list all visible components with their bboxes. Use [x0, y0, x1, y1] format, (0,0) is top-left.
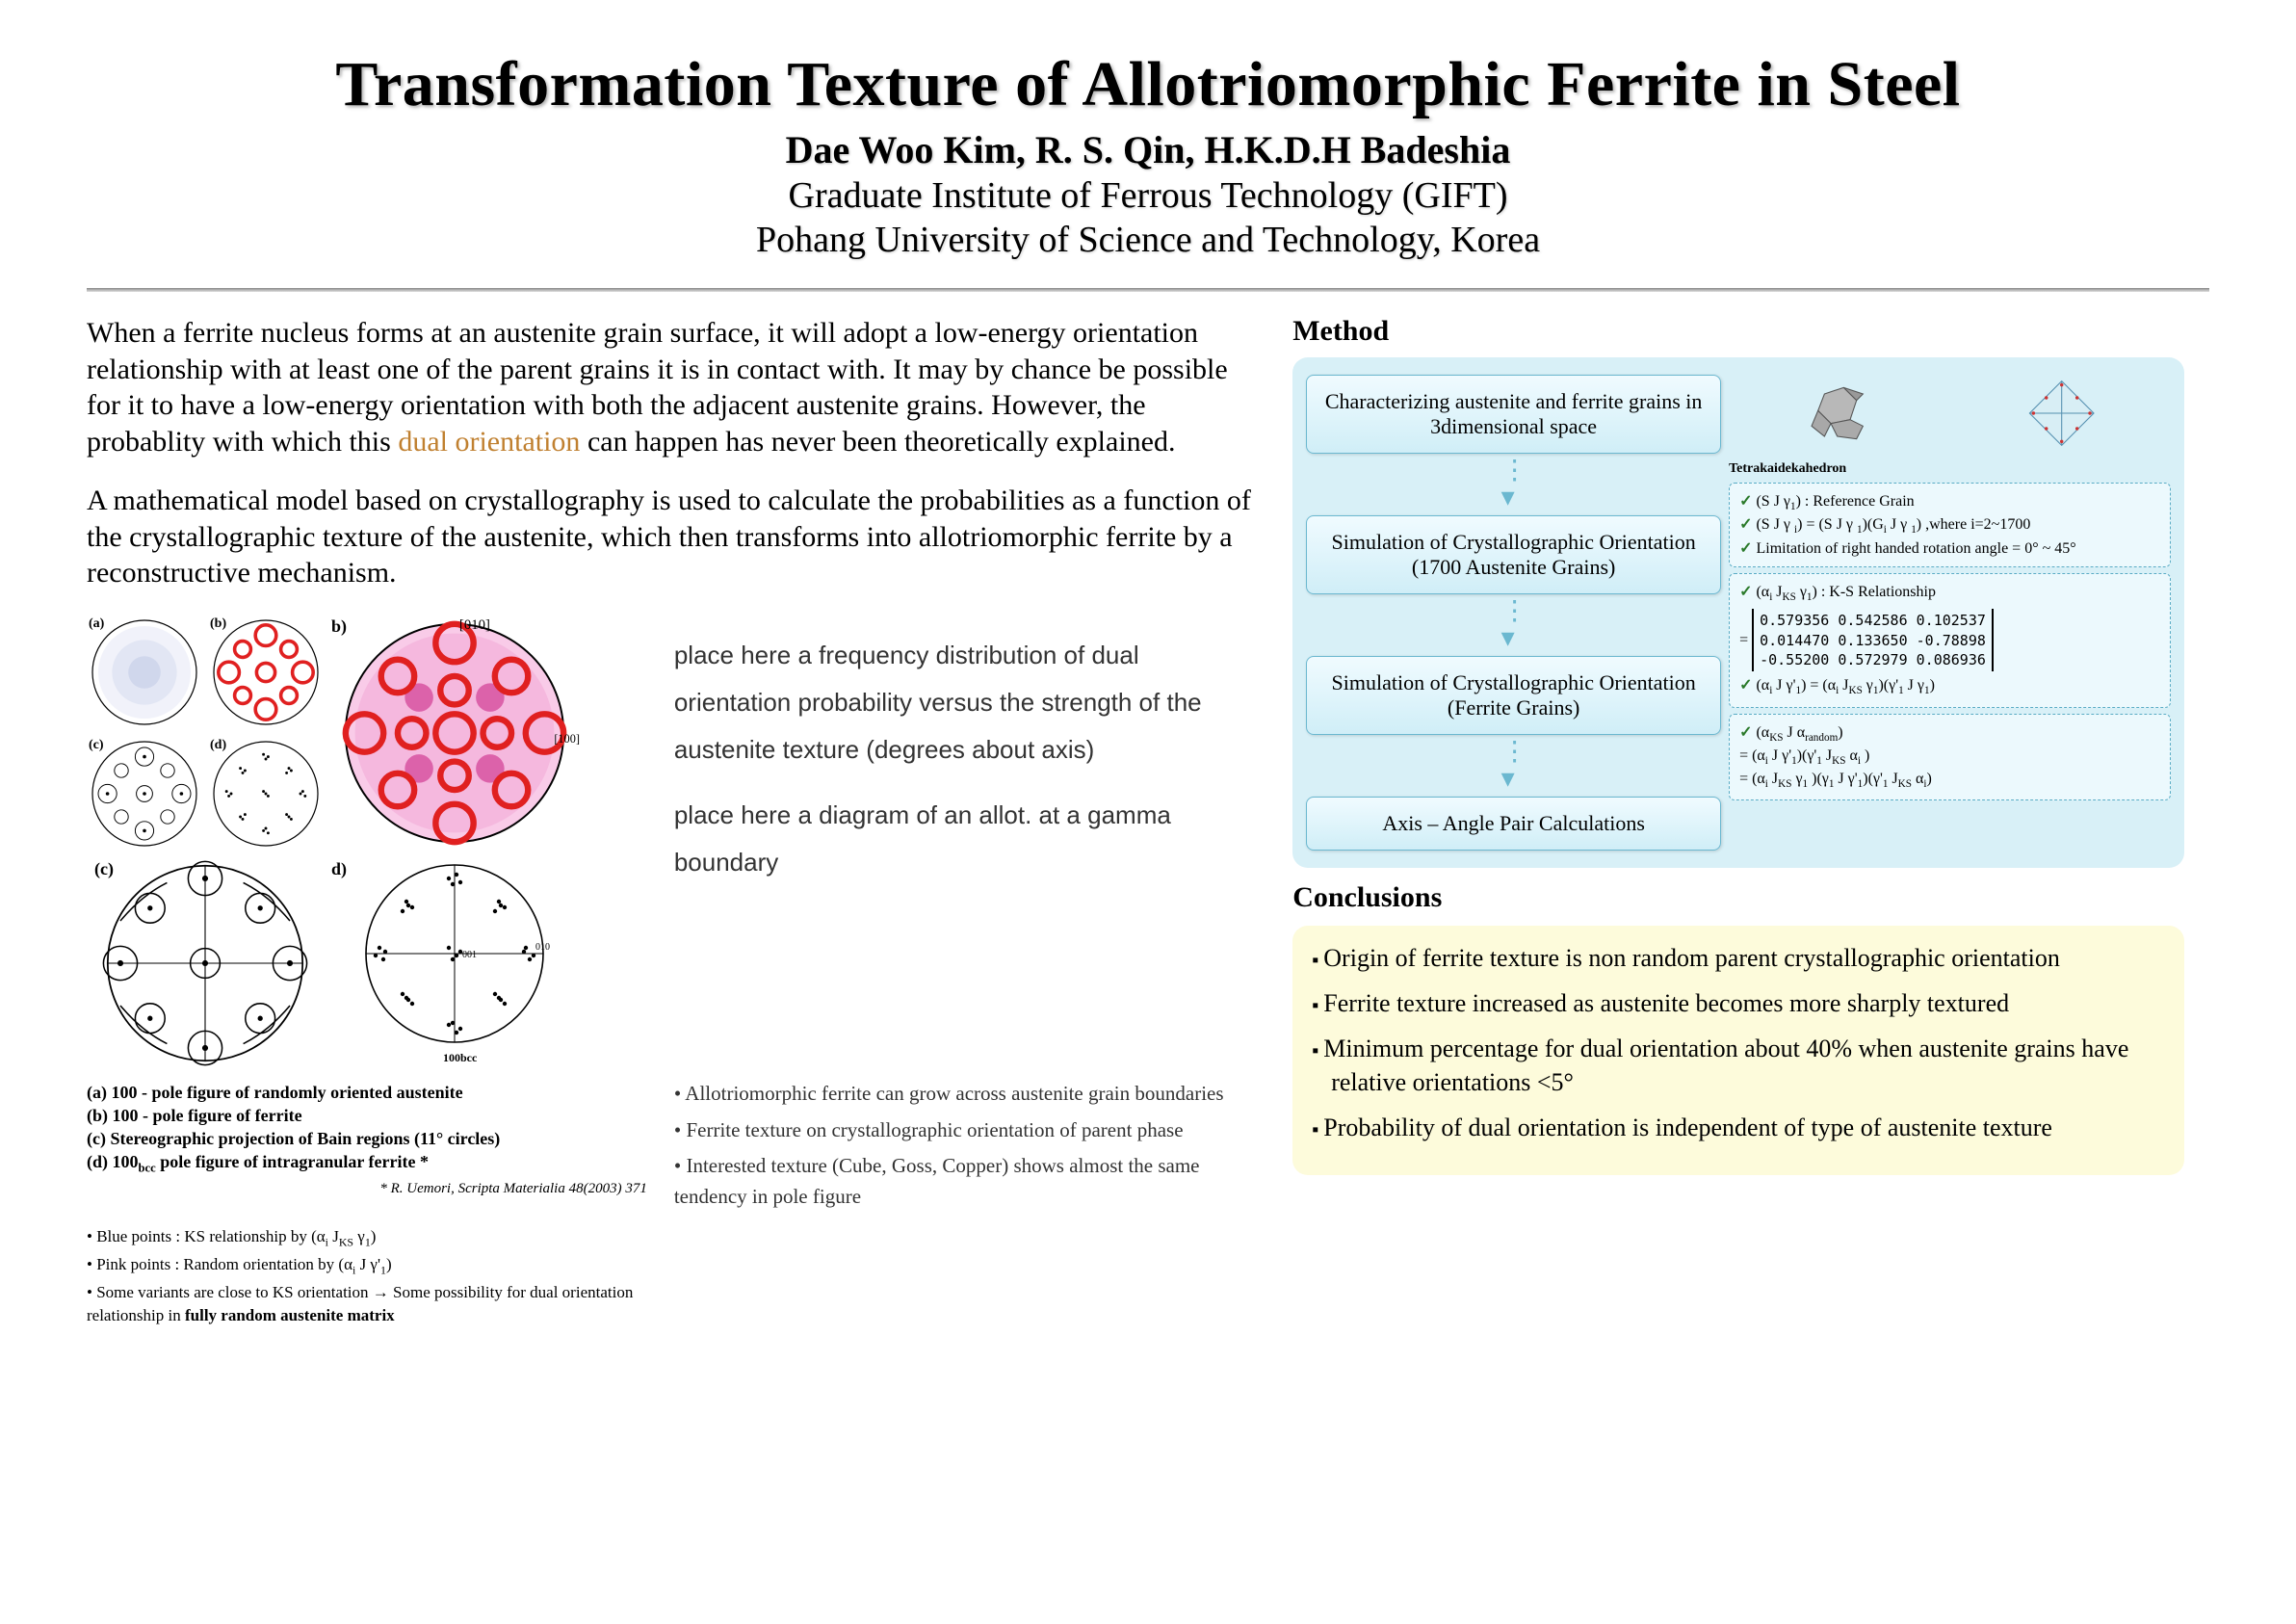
intro-paragraph-2: A mathematical model based on crystallog…: [87, 483, 1254, 591]
axis-label-100fcc: [100]: [554, 731, 580, 745]
affiliation-1: Graduate Institute of Ferrous Technology…: [87, 174, 2209, 217]
flow-arrow-icon: ⋮▾: [1501, 739, 1526, 793]
method-box-4: Axis – Angle Pair Calculations: [1306, 797, 1721, 851]
mid-bullet-2: Ferrite texture on crystallographic orie…: [674, 1115, 1254, 1146]
ks-matrix: 0.579356 0.542586 0.102537 0.014470 0.13…: [1752, 609, 1994, 671]
pole-label-a: (a): [89, 616, 104, 632]
pole-svg-a: [87, 615, 202, 730]
pole-label-big-d: d): [331, 859, 347, 879]
content-row: When a ferrite nucleus forms at an auste…: [87, 315, 2209, 1330]
conclusion-3: Minimum percentage for dual orientation …: [1312, 1032, 2165, 1099]
side2-line1: (αi JKS γ1) : K-S Relationship: [1739, 582, 2160, 605]
method-side-box-1: (S J γ1) : Reference Grain (S J γ i) = (…: [1729, 483, 2171, 567]
conclusions-list: Origin of ferrite texture is non random …: [1312, 941, 2165, 1144]
right-column: Method Characterizing austenite and ferr…: [1292, 315, 2184, 1330]
side1-line1: (S J γ1) : Reference Grain: [1739, 491, 2160, 514]
pole-figure-c: (c): [87, 736, 202, 851]
mid-bullet-1: Allotriomorphic ferrite can grow across …: [674, 1079, 1254, 1110]
caption-d: (d) 100bcc pole figure of intragranular …: [87, 1150, 647, 1177]
affiliation-2: Pohang University of Science and Technol…: [87, 219, 2209, 261]
flow-arrow-icon: ⋮▾: [1501, 598, 1526, 652]
small-bullets: Blue points : KS relationship by (αi JKS…: [87, 1225, 647, 1327]
method-box-3: Simulation of Crystallographic Orientati…: [1306, 656, 1721, 735]
pole-svg-big-c: [87, 857, 324, 1069]
pole-figure-big-c: (c): [87, 857, 324, 1069]
caption-a: (a) 100 - pole figure of randomly orient…: [87, 1081, 647, 1104]
method-panel: Characterizing austenite and ferrite gra…: [1292, 357, 2184, 868]
octahedron-icon: [1953, 375, 2170, 452]
mid-bullet-3: Interested texture (Cube, Goss, Copper) …: [674, 1151, 1254, 1212]
conclusion-4: Probability of dual orientation is indep…: [1312, 1111, 2165, 1144]
axis-label-010: [010]: [459, 616, 490, 632]
caption-b: (b) 100 - pole figure of ferrite: [87, 1104, 647, 1127]
pole-figure-a: (a): [87, 615, 202, 730]
tetrakaidekahedron-icon: [1729, 375, 1945, 452]
placeholder-text-2: place here a diagram of an allot. at a g…: [674, 792, 1254, 887]
poster-title: Transformation Texture of Allotriomorphi…: [87, 48, 2209, 121]
conclusion-1: Origin of ferrite texture is non random …: [1312, 941, 2165, 975]
small-bullet-1: Blue points : KS relationship by (αi JKS…: [87, 1225, 647, 1250]
svg-text:100bcc: 100bcc: [443, 1051, 478, 1064]
dual-orientation-highlight: dual orientation: [398, 426, 580, 458]
side1-line3: Limitation of right handed rotation angl…: [1739, 538, 2160, 560]
placeholder-text-1: place here a frequency distribution of d…: [674, 632, 1254, 774]
pole-figure-big-d: d): [329, 857, 580, 1069]
figure-placeholders: place here a frequency distribution of d…: [674, 615, 1254, 1330]
small-bullet-2: Pink points : Random orientation by (αi …: [87, 1253, 647, 1278]
pole-svg-big-d: 001 010 100bcc: [329, 857, 580, 1069]
pole-label-d: (d): [210, 738, 226, 753]
side3-line1: (αKS J αrandom): [1739, 722, 2160, 746]
pole-figure-d: (d): [208, 736, 324, 851]
poster-header: Transformation Texture of Allotriomorphi…: [87, 48, 2209, 261]
pole-figures-panel: (a) (b): [87, 615, 647, 1330]
pole-figure-b: (b): [208, 615, 324, 730]
pole-svg-b: [208, 615, 324, 730]
side3-line3: = (αi JKS γ1 )(γ1 J γ'1)(γ'1 JKS αi): [1739, 769, 2160, 792]
method-side-box-3: (αKS J αrandom) = (αi J γ'1)(γ'1 JKS αi …: [1729, 714, 2171, 801]
method-side-box-2: (αi JKS γ1) : K-S Relationship = 0.57935…: [1729, 573, 2171, 707]
tetra-label: Tetrakaidekahedron: [1729, 461, 2171, 477]
small-bullet-3: Some variants are close to KS orientatio…: [87, 1281, 647, 1327]
tetra-diagram-row: [1729, 375, 2171, 452]
pole-svg-c: [87, 736, 202, 851]
pole-svg-big-b: [010] [100]: [329, 615, 580, 851]
figure-caption: (a) 100 - pole figure of randomly orient…: [87, 1081, 647, 1199]
conclusion-2: Ferrite texture increased as austenite b…: [1312, 986, 2165, 1020]
method-box-1: Characterizing austenite and ferrite gra…: [1306, 375, 1721, 454]
intro-text-1c: can happen has never been theoretically …: [580, 426, 1175, 458]
intro-paragraph-1: When a ferrite nucleus forms at an auste…: [87, 315, 1254, 459]
method-heading: Method: [1292, 315, 2184, 348]
caption-ref: * R. Uemori, Scripta Materialia 48(2003)…: [87, 1179, 647, 1198]
pole-figure-big-b: b): [329, 615, 580, 851]
pole-label-b: (b): [210, 616, 226, 632]
side1-line2: (S J γ i) = (S J γ 1)(Gi J γ 1) ,where i…: [1739, 514, 2160, 537]
header-divider: [87, 288, 2209, 292]
pole-label-big-b: b): [331, 616, 347, 637]
svg-text:010: 010: [535, 942, 550, 953]
pole-svg-d: [208, 736, 324, 851]
authors: Dae Woo Kim, R. S. Qin, H.K.D.H Badeshia: [87, 127, 2209, 172]
method-side-notes: Tetrakaidekahedron (S J γ1) : Reference …: [1729, 375, 2171, 851]
conclusions-panel: Origin of ferrite texture is non random …: [1292, 926, 2184, 1175]
method-flowchart: Characterizing austenite and ferrite gra…: [1306, 375, 1721, 851]
caption-c: (c) Stereographic projection of Bain reg…: [87, 1127, 647, 1150]
left-column: When a ferrite nucleus forms at an auste…: [87, 315, 1254, 1330]
side3-line2: = (αi J γ'1)(γ'1 JKS αi ): [1739, 746, 2160, 769]
method-box-2: Simulation of Crystallographic Orientati…: [1306, 515, 1721, 594]
pole-figure-grid: (a) (b): [87, 615, 647, 1069]
conclusions-heading: Conclusions: [1292, 881, 2184, 914]
side2-line2: (αi J γ'1) = (αi JKS γ1)(γ'1 J γ1): [1739, 675, 2160, 698]
pole-label-c: (c): [89, 738, 104, 753]
mid-bullets: Allotriomorphic ferrite can grow across …: [674, 1079, 1254, 1212]
flow-arrow-icon: ⋮▾: [1501, 458, 1526, 511]
figure-row: (a) (b): [87, 615, 1254, 1330]
svg-text:001: 001: [462, 950, 477, 960]
